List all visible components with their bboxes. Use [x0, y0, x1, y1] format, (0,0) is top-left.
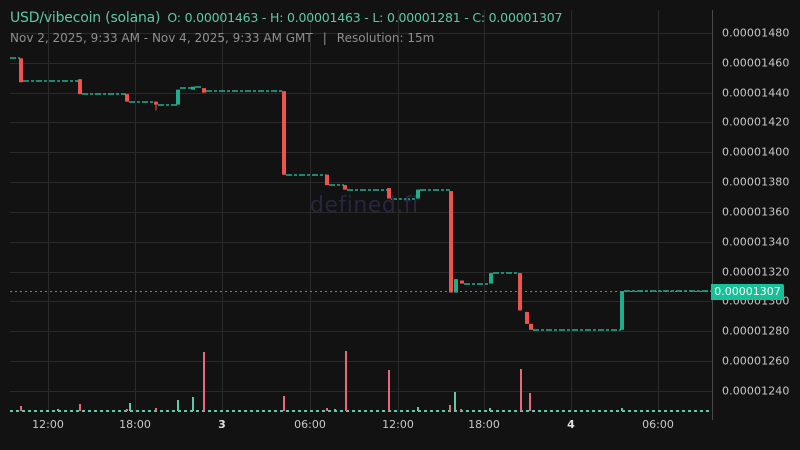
date-range: Nov 2, 2025, 9:33 AM - Nov 4, 2025, 9:33…: [10, 31, 313, 45]
time-axis-label: 4: [567, 418, 575, 431]
volume-bar: [345, 351, 347, 411]
price-axis-label: 0.00001440: [722, 86, 790, 100]
price-axis-label: 0.00001460: [722, 56, 790, 70]
volume-bar: [388, 370, 390, 411]
time-axis-label: 12:00: [32, 418, 64, 431]
volume-bar: [57, 409, 59, 411]
volume-bar: [177, 400, 179, 411]
price-axis-label: 0.00001480: [722, 26, 790, 40]
volume-bar: [417, 407, 419, 411]
candle-down: [529, 323, 533, 330]
volume-bar: [126, 409, 128, 411]
volume-bar: [449, 405, 451, 411]
candle-down: [525, 311, 529, 324]
volume-bar: [79, 404, 81, 411]
candle-down: [449, 191, 453, 293]
volume-bar: [621, 408, 623, 411]
candle-up: [416, 189, 420, 199]
candle-down: [387, 188, 391, 199]
price-axis-label: 0.00001340: [722, 235, 790, 249]
separator: |: [322, 31, 327, 45]
candle-down: [19, 58, 23, 83]
candle-up: [176, 89, 180, 105]
price-axis-label: 0.00001320: [722, 265, 790, 279]
price-axis-label: 0.00001280: [722, 324, 790, 338]
volume-bar: [129, 403, 131, 411]
price-axis-label: 0.00001380: [722, 175, 790, 189]
candle-down: [282, 91, 286, 175]
volume-bar: [460, 409, 462, 411]
time-axis-label: 06:00: [642, 418, 674, 431]
time-axis-label: 06:00: [294, 418, 326, 431]
volume-bar: [283, 396, 285, 411]
price-axis-label: 0.00001260: [722, 354, 790, 368]
volume-bar: [334, 409, 336, 411]
subtitle-line: Nov 2, 2025, 9:33 AM - Nov 4, 2025, 9:33…: [10, 31, 562, 45]
candle-down: [78, 79, 82, 95]
time-axis-label: 18:00: [468, 418, 500, 431]
candle-down: [460, 280, 464, 284]
title-line: USD/vibecoin (solana) O: 0.00001463 - H:…: [10, 10, 562, 26]
ohlc-values: O: 0.00001463 - H: 0.00001463 - L: 0.000…: [167, 10, 563, 25]
volume-bar: [20, 406, 22, 411]
candle-down: [343, 185, 347, 190]
candle-down: [154, 101, 158, 105]
candle-up: [454, 279, 458, 293]
volume-bar: [203, 352, 205, 411]
candle-up: [620, 291, 624, 330]
chart-legend: USD/vibecoin (solana) O: 0.00001463 - H:…: [10, 10, 562, 45]
time-axis-label: 12:00: [382, 418, 414, 431]
candle-down: [325, 174, 329, 186]
price-axis-label: 0.00001360: [722, 205, 790, 219]
candle-up: [489, 273, 493, 284]
price-axis-label: 0.00001240: [722, 384, 790, 398]
resolution-label: Resolution: 15m: [336, 31, 435, 45]
volume-bar: [326, 408, 328, 411]
time-axis-label: 18:00: [119, 418, 151, 431]
price-axis-label: 0.00001420: [722, 115, 790, 129]
volume-bar: [520, 369, 522, 411]
volume-bar: [489, 408, 491, 411]
candle-up: [191, 86, 195, 90]
last-price-badge: 0.00001307: [711, 284, 784, 300]
volume-bar: [454, 392, 456, 411]
price-axis-label: 0.00001400: [722, 145, 790, 159]
volume-bar: [192, 397, 194, 411]
pair-name: USD/vibecoin (solana): [10, 10, 161, 26]
volume-bar: [529, 393, 531, 411]
time-axis-label: 3: [218, 418, 226, 431]
candle-down: [125, 94, 129, 102]
candle-down: [202, 88, 206, 93]
watermark-logo: defined.fi: [310, 193, 419, 218]
volume-bar: [155, 408, 157, 411]
candle-down: [518, 273, 522, 311]
